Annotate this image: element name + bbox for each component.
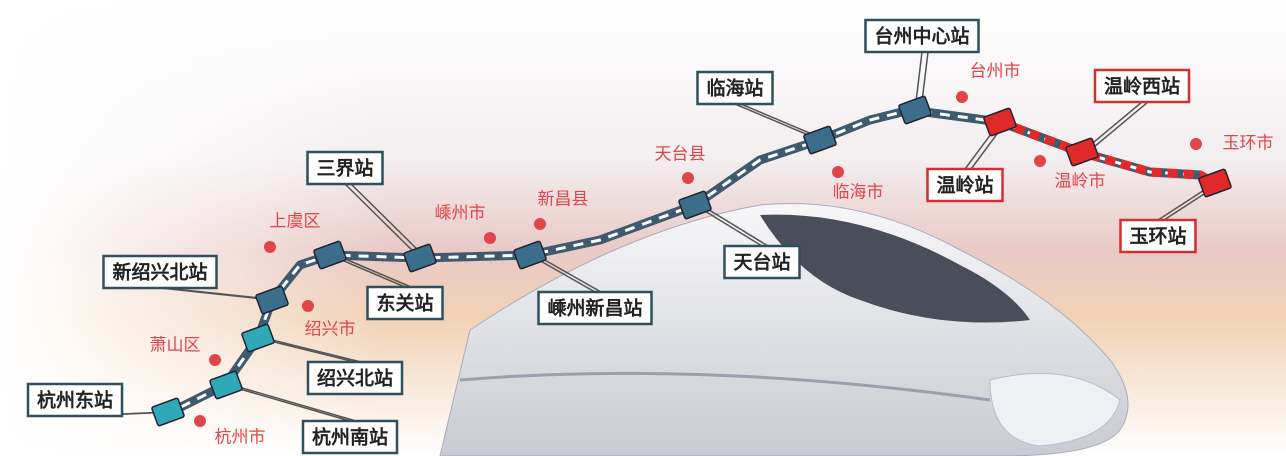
station-box	[306, 360, 404, 396]
leader-line	[535, 254, 602, 293]
city-label: 绍兴市	[305, 320, 356, 340]
city-label: 温岭市	[1055, 172, 1106, 192]
train-nose	[989, 372, 1121, 447]
station-block	[241, 323, 275, 353]
station-box	[102, 254, 218, 290]
station-label: 温岭西站	[1104, 75, 1180, 98]
city-dot	[194, 415, 206, 427]
city-label: 杭州市	[215, 428, 266, 448]
station-box	[301, 419, 399, 455]
station-block	[403, 243, 437, 273]
city-label: 新昌县	[538, 190, 589, 210]
city-label: 天台县	[655, 145, 706, 165]
station-label: 东关站	[376, 292, 433, 315]
station-label: 新绍兴北站	[112, 261, 207, 284]
leader-line	[225, 384, 351, 422]
station-box	[723, 244, 801, 280]
station-box	[1093, 68, 1191, 104]
station-block	[1065, 137, 1099, 167]
city-dot	[302, 300, 314, 312]
station-block	[513, 240, 547, 270]
station-block	[983, 107, 1017, 137]
station-box	[696, 70, 774, 106]
city-label: 嵊州市	[435, 204, 486, 224]
station-label: 台州中心站	[874, 25, 969, 48]
station-label: 嵊州新昌站	[547, 297, 642, 320]
leader-line	[1087, 101, 1149, 153]
station-label: 绍兴北站	[317, 367, 393, 390]
station-box	[537, 290, 653, 326]
station-label: 天台站	[733, 251, 790, 274]
station-block	[678, 190, 712, 220]
station-label: 临海站	[706, 77, 763, 100]
station-label: 杭州南站	[312, 426, 388, 449]
city-dot	[484, 232, 496, 244]
train-window	[760, 214, 1030, 323]
station-label: 三界站	[316, 157, 373, 180]
station-block	[209, 370, 243, 400]
city-dot	[1190, 138, 1202, 150]
station-block	[313, 240, 347, 270]
city-dot	[832, 166, 844, 178]
city-label: 玉环市	[1223, 134, 1274, 154]
station-box	[26, 382, 124, 418]
leader-line	[700, 204, 769, 247]
leader-line	[263, 337, 362, 363]
station-label: 玉环站	[1129, 225, 1186, 248]
city-dot	[956, 91, 968, 103]
leader-line	[335, 254, 412, 288]
station-label: 温岭站	[936, 174, 993, 197]
station-block	[151, 397, 185, 427]
city-label: 临海市	[833, 183, 884, 203]
station-box	[864, 18, 980, 54]
station-box	[366, 285, 444, 321]
station-block	[255, 285, 289, 315]
city-label: 台州市	[970, 62, 1021, 82]
station-box	[306, 150, 384, 186]
station-label: 杭州东站	[37, 389, 113, 412]
station-block	[1198, 168, 1232, 198]
city-dot	[534, 218, 546, 230]
leader-line	[350, 183, 427, 259]
station-box	[926, 167, 1004, 203]
city-dot	[1034, 155, 1046, 167]
train-stripe	[459, 371, 991, 402]
station-box	[1119, 218, 1197, 254]
leader-line	[344, 183, 421, 259]
station-block	[898, 95, 932, 125]
train	[439, 202, 1129, 456]
leader-line	[231, 384, 357, 422]
city-dot	[264, 241, 276, 253]
station-block	[803, 125, 837, 155]
city-dot	[682, 172, 694, 184]
city-label: 萧山区	[150, 336, 201, 356]
city-dot	[209, 354, 221, 366]
city-label: 上虞区	[270, 212, 321, 232]
